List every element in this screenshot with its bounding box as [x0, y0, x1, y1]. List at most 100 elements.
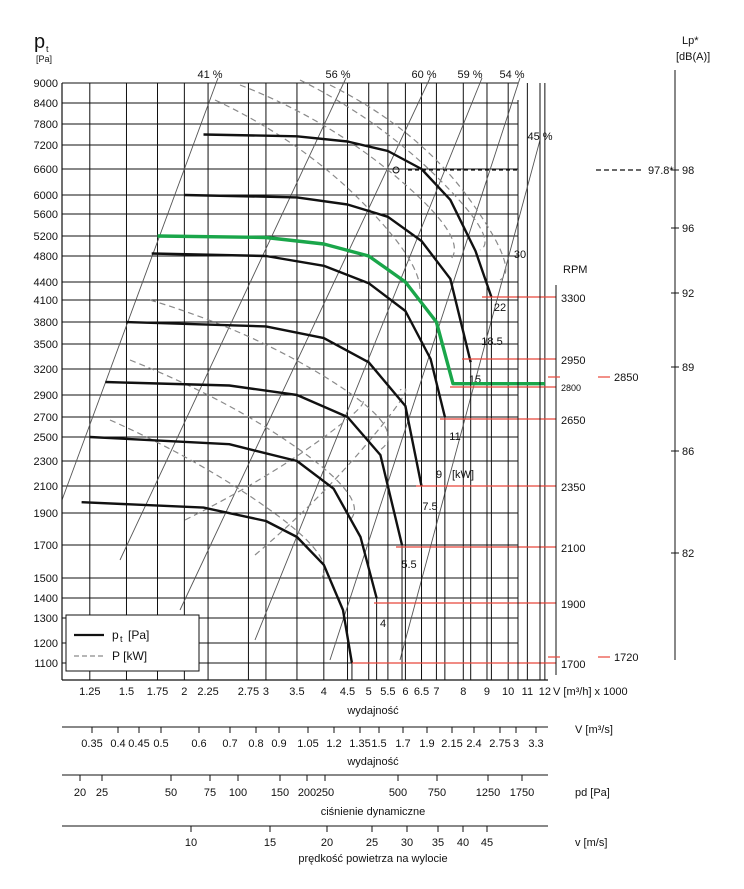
- y-axis-label-sub: t: [46, 44, 49, 54]
- y-axis-label: p: [34, 31, 45, 53]
- y-axis-unit: [Pa]: [36, 54, 52, 64]
- efficiency-line: [61, 77, 219, 501]
- efficiency-line: [254, 77, 483, 641]
- y-tick-label: 1500: [34, 573, 58, 585]
- rpm-label: 3300: [561, 293, 585, 305]
- scale-tick-label: 25: [96, 787, 108, 799]
- noise-tick-label: 92: [682, 288, 694, 300]
- scale-tick-label: 35: [432, 837, 444, 849]
- rpm-label: 2950: [561, 355, 585, 367]
- y-tick-label: 1200: [34, 638, 58, 650]
- x-tick-label: 1.75: [147, 686, 168, 698]
- x-tick-label: 5.5: [380, 686, 395, 698]
- power-curve-label: 5.5: [401, 559, 416, 571]
- power-curve: [149, 299, 389, 451]
- rpm-label: 2350: [561, 482, 585, 494]
- scale-tick-label: 500: [389, 787, 407, 799]
- rpm-label: 1900: [561, 599, 585, 611]
- scale-tick-label: 1750: [510, 787, 534, 799]
- y-tick-label: 2100: [34, 481, 58, 493]
- noise-tick-label: 98: [682, 165, 694, 177]
- grid: 1100 1200 1300 1400 1500 1700 1900 2100 2300 2500…: [34, 78, 551, 698]
- scale-tick-label: 1.9: [419, 738, 434, 750]
- x-tick-label: 12: [539, 686, 551, 698]
- scale-tick-label: 1.7: [395, 738, 410, 750]
- y-tick-label: 5600: [34, 209, 58, 221]
- scale-tick-label: 0.6: [191, 738, 206, 750]
- efficiency-label: 60 %: [411, 69, 436, 81]
- noise-axis: 98 96 92 89 86 82: [671, 70, 694, 660]
- noise-tick-label: 86: [682, 446, 694, 458]
- x-tick-label: 3.5: [289, 686, 304, 698]
- x-tick-label: 11: [522, 686, 533, 698]
- scale-tick-label: 0.35: [81, 738, 102, 750]
- power-curve-label: 30: [514, 249, 526, 261]
- power-curve-label: 11: [449, 431, 460, 443]
- legend-dashed-label: P [kW]: [112, 649, 147, 663]
- power-curve-label: 22: [494, 302, 506, 314]
- scale-tick-label: 50: [165, 787, 177, 799]
- efficiency-line: [119, 77, 347, 561]
- y-tick-label: 9000: [34, 78, 58, 90]
- x-tick-label: 4: [321, 686, 327, 698]
- x-tick-label: 3: [263, 686, 269, 698]
- y-tick-label: 1100: [34, 658, 58, 670]
- power-curve-label: 9: [436, 469, 442, 481]
- axes: [61, 83, 644, 681]
- scale-tick-label: 2.75: [489, 738, 510, 750]
- power-curve-label: 7.5: [422, 501, 437, 513]
- x-tick-label: 8: [460, 686, 466, 698]
- y-tick-label: 2500: [34, 432, 58, 444]
- noise-tick-label: 82: [682, 548, 694, 560]
- x-tick-label: 2.75: [238, 686, 259, 698]
- scale-tick-label: 1.2: [326, 738, 341, 750]
- operating-point-label: 97.8*: [648, 165, 674, 177]
- scale-tick-label: 2.15: [441, 738, 462, 750]
- scale-unit-label: v [m/s]: [575, 837, 607, 849]
- bottom-scales: 0.35 0.4 0.45 0.5 0.6 0.7 0.8 0.9 1.05 1.2 1.35 1.5…: [62, 724, 613, 865]
- y-tick-label: 1300: [34, 613, 58, 625]
- x-tick-label: 9: [484, 686, 490, 698]
- scale-tick-label: 75: [204, 787, 216, 799]
- noise-tick-label: 89: [682, 362, 694, 374]
- y-tick-label: 3200: [34, 364, 58, 376]
- legend-solid-label-sub: t: [120, 634, 123, 644]
- y-tick-label: 4800: [34, 251, 58, 263]
- y-tick-label: 2300: [34, 456, 58, 468]
- y-tick-label: 7800: [34, 119, 58, 131]
- scale-tick-label: 0.9: [271, 738, 286, 750]
- x-axis-unit-label: V [m³/h] x 1000: [553, 686, 628, 698]
- rpm-label: 2100: [561, 543, 585, 555]
- scale-tick-label: 15: [264, 837, 276, 849]
- kw-unit-label: [kW]: [452, 469, 474, 481]
- scale-tick-label: 20: [74, 787, 86, 799]
- legend-box: [65, 614, 200, 672]
- power-curve-label: 18.5: [481, 336, 502, 348]
- scale-unit-label: V [m³/s]: [575, 724, 613, 736]
- y-tick-label: 2700: [34, 412, 58, 424]
- legend: p t [Pa] P [kW]: [65, 614, 200, 672]
- y-tick-label: 1900: [34, 508, 58, 520]
- y-tick-label: 3800: [34, 317, 58, 329]
- scale-tick-label: 200: [298, 787, 316, 799]
- rpm-header: RPM: [563, 264, 587, 276]
- power-curve: [329, 84, 507, 281]
- power-curve: [214, 99, 421, 291]
- scale-tick-label: 10: [185, 837, 197, 849]
- y-tick-label: 4400: [34, 277, 58, 289]
- legend-solid-label-unit: [Pa]: [128, 628, 149, 642]
- scale-tick-label: 0.8: [248, 738, 263, 750]
- pressure-curve: [184, 193, 472, 363]
- power-curve-label: 4: [380, 618, 386, 630]
- scale-tick-label: 100: [229, 787, 247, 799]
- legend-solid-label: p: [112, 628, 119, 642]
- scale-tick-label: 1.5: [371, 738, 386, 750]
- y-tick-label: 1700: [34, 540, 58, 552]
- pressure-curve: [81, 501, 354, 664]
- pressure-curve: [105, 380, 404, 546]
- x-axis-caption: wydajność: [346, 705, 399, 717]
- operating-point-marker: [392, 166, 400, 174]
- efficiency-label: 54 %: [499, 69, 524, 81]
